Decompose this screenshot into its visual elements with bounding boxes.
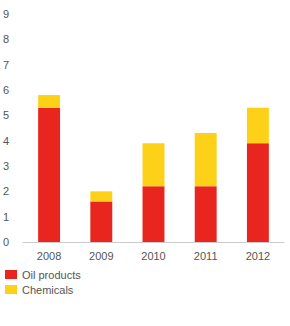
svg-text:6: 6 xyxy=(3,84,9,96)
svg-text:2: 2 xyxy=(3,185,9,197)
svg-text:2008: 2008 xyxy=(37,250,61,262)
svg-text:7: 7 xyxy=(3,59,9,71)
svg-text:8: 8 xyxy=(3,33,9,45)
svg-text:Chemicals: Chemicals xyxy=(22,284,74,296)
svg-text:2011: 2011 xyxy=(194,250,218,262)
svg-text:0: 0 xyxy=(3,236,9,248)
svg-text:3: 3 xyxy=(3,160,9,172)
svg-text:9: 9 xyxy=(3,8,9,20)
svg-text:4: 4 xyxy=(3,135,9,147)
svg-text:Oil products: Oil products xyxy=(22,269,81,281)
svg-text:1: 1 xyxy=(3,211,9,223)
svg-text:2010: 2010 xyxy=(141,250,165,262)
svg-text:5: 5 xyxy=(3,109,9,121)
svg-text:2012: 2012 xyxy=(246,250,270,262)
svg-text:2009: 2009 xyxy=(89,250,113,262)
